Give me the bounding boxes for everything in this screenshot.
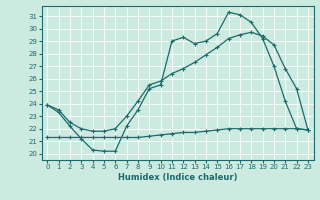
X-axis label: Humidex (Indice chaleur): Humidex (Indice chaleur) [118, 173, 237, 182]
